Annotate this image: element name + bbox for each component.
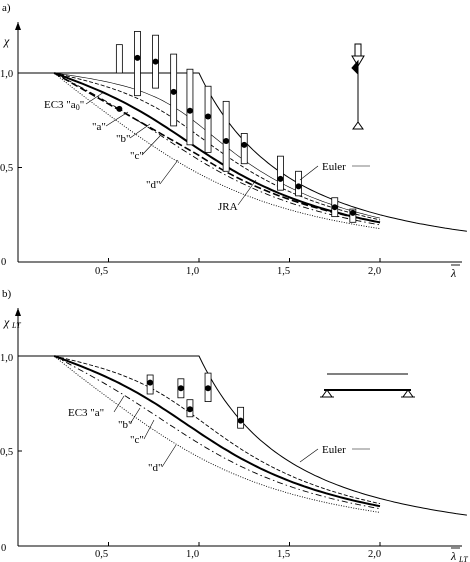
x-tick-05-b: 0,5 — [95, 549, 108, 560]
curve-labels-a: EC3 "a0" "a" "b" "c" "d" JRA Euler — [44, 91, 370, 213]
test-mean-b-2 — [186, 406, 193, 413]
euler-label-b: Euler — [322, 444, 346, 456]
jra-curve — [53, 72, 381, 224]
curve-label-b-a: EC3 "a" — [68, 407, 104, 419]
curve-label-b-d: "d" — [148, 462, 162, 474]
euler-label-a: Euler — [322, 161, 346, 173]
beam-icon — [320, 373, 415, 398]
test-mean-a-2 — [152, 58, 159, 65]
svg-text:χ: χ — [3, 315, 10, 329]
label-leader-a-1 — [105, 111, 129, 127]
ec3-curve-c-a — [53, 72, 381, 226]
svg-text:λ: λ — [450, 549, 456, 562]
euler-curve-b — [54, 355, 467, 516]
test-mean-b-1 — [177, 385, 184, 392]
x-axis-label-b: λ LT — [450, 547, 468, 562]
label-leader-b-12 — [299, 448, 319, 463]
test-mean-a-4 — [186, 107, 193, 114]
column-icon — [351, 43, 365, 130]
label-leader-b-10 — [143, 419, 155, 440]
y-tick-05-b: 0,5 — [0, 447, 13, 458]
test-mean-a-7 — [241, 141, 248, 148]
x-tick-15-b: 1,5 — [277, 549, 290, 560]
ec3-curve-d-a — [53, 72, 381, 230]
test-range-a-7 — [240, 133, 248, 165]
y-tick-1-b: 1,0 — [0, 353, 13, 364]
y-tick-1-a: 1,0 — [0, 69, 13, 80]
curve-label-a0: EC3 "a0" — [44, 99, 84, 112]
curves-b — [18, 355, 467, 516]
curve-label-d: "d" — [146, 179, 160, 191]
euler-curve-a — [54, 72, 467, 232]
svg-text:LT: LT — [458, 555, 468, 562]
test-range-a-4 — [186, 68, 194, 146]
label-leader-a-2 — [129, 123, 151, 139]
label-leader-a-3 — [141, 135, 161, 156]
test-results-b — [146, 372, 245, 429]
test-mean-a-0 — [116, 105, 123, 112]
test-range-a-8 — [277, 155, 284, 191]
ec3-curve-b-a — [53, 72, 381, 224]
x-tick-20-b: 2,0 — [368, 549, 381, 560]
curve-labels-b: EC3 "a" "b" "c" "d" Euler — [68, 395, 370, 474]
panel-label-a: a) — [2, 2, 11, 14]
ec3-curve-d-b — [53, 355, 381, 513]
x-axis-label-a: λ — [450, 264, 460, 280]
ec3-curve-a-b — [54, 355, 381, 505]
origin-label-b: 0 — [1, 543, 6, 554]
label-leader-b-9 — [129, 407, 141, 425]
test-mean-a-6 — [223, 138, 230, 145]
label-leader-b-11 — [161, 444, 177, 468]
x-tick-20-a: 2,0 — [368, 266, 381, 277]
curve-label-b: "b" — [116, 133, 130, 145]
x-tick-05-a: 0,5 — [95, 266, 108, 277]
test-range-a-0 — [115, 44, 123, 74]
test-results-a — [115, 31, 357, 223]
y-axis-label-b: χ LT — [3, 315, 21, 330]
test-mean-a-5 — [205, 113, 212, 120]
x-tick-10-a: 1,0 — [186, 266, 199, 277]
svg-text:LT: LT — [11, 321, 21, 330]
axes-a — [15, 22, 462, 263]
curve-label-a: "a" — [92, 121, 106, 133]
x-tick-10-b: 1,0 — [186, 549, 199, 560]
curve-label-b-c: "c" — [130, 434, 144, 446]
x-tick-15-a: 1,5 — [277, 266, 290, 277]
jra-label: JRA — [218, 201, 238, 213]
label-leader-a-5 — [237, 179, 257, 206]
test-mean-a-1 — [134, 54, 141, 61]
test-mean-a-3 — [170, 88, 177, 95]
label-leader-b-8 — [113, 395, 125, 413]
panel-label-b: b) — [2, 288, 12, 300]
curve-label-b-b: "b" — [118, 419, 132, 431]
ec3-curve-c-b — [53, 355, 381, 510]
y-axis-arrow-b — [15, 308, 21, 316]
ec3-curve-a-a — [54, 72, 381, 221]
test-mean-a-9 — [295, 183, 302, 190]
y-tick-05-a: 0,5 — [0, 163, 13, 174]
axes-b — [15, 308, 462, 547]
test-mean-a-10 — [331, 204, 338, 211]
test-mean-b-0 — [147, 379, 154, 386]
test-range-a-6 — [222, 100, 230, 172]
panel-b: b) χ LT 0 1,0 0,5 0,5 1,0 1,5 2,0 λ LT E… — [0, 288, 468, 562]
label-leader-a-0 — [85, 91, 105, 105]
label-leader-a-6 — [299, 165, 319, 181]
ec3-curve-b-b — [53, 355, 381, 508]
curve-label-c: "c" — [130, 150, 144, 162]
label-leader-a-4 — [159, 159, 179, 185]
test-mean-b-3 — [205, 385, 212, 392]
curves-a — [18, 72, 467, 232]
test-mean-a-11 — [349, 209, 356, 216]
test-mean-a-8 — [277, 175, 284, 182]
y-axis-arrow-a — [15, 22, 21, 30]
panel-a: a) χ 0 1,0 0,5 0,5 1,0 1,5 2,0 λ EC3 "a0… — [0, 2, 467, 280]
y-axis-label-a: χ — [3, 34, 10, 48]
test-range-a-1 — [134, 31, 141, 97]
test-mean-b-4 — [237, 417, 244, 424]
origin-label-a: 0 — [1, 257, 6, 268]
svg-text:λ: λ — [450, 266, 456, 280]
ec3-curve-a0-a — [54, 72, 381, 219]
